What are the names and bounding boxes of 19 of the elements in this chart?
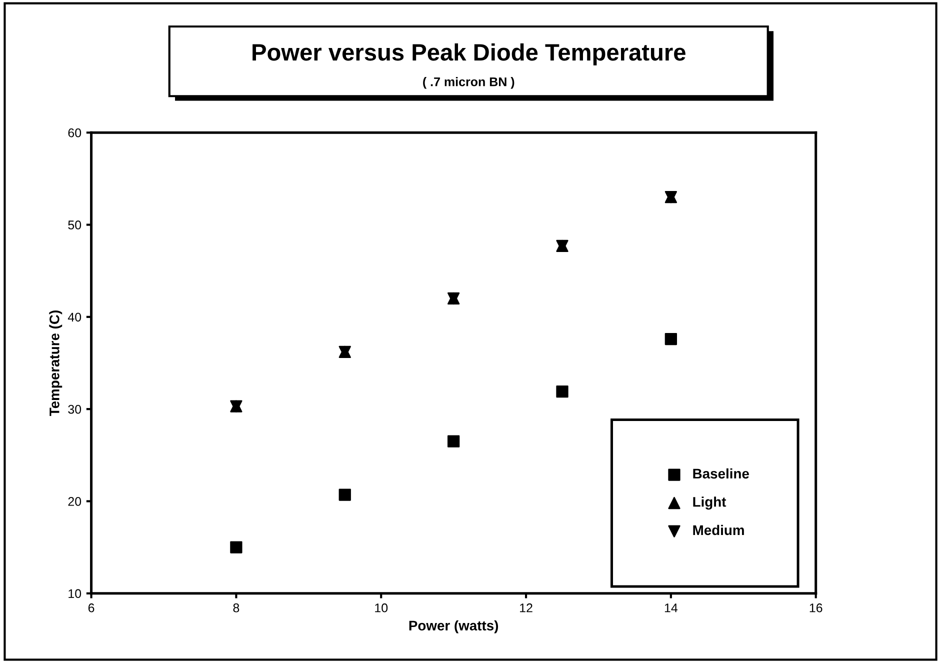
x-tick-label: 6 <box>88 603 94 612</box>
y-tick-label: 60 <box>68 128 82 138</box>
y-tick-label: 50 <box>68 220 82 230</box>
y-tick-label: 30 <box>68 404 82 414</box>
x-axis-title: Power (watts) <box>409 620 498 634</box>
y-axis-title: Temperature (C) <box>49 310 62 416</box>
x-tick-label: 14 <box>664 604 678 612</box>
x-tick-label: 8 <box>233 603 240 612</box>
chart-subtitle: ( .7 micron BN ) <box>423 77 514 89</box>
x-tick-label: 12 <box>520 603 532 612</box>
legend-label: Medium <box>693 524 744 536</box>
legend-label: Light <box>693 496 726 510</box>
chart-title: Power versus Peak Diode Temperature <box>252 43 686 66</box>
legend-label: Baseline <box>693 468 749 479</box>
y-tick-label: 20 <box>68 497 82 506</box>
x-tick-label: 16 <box>810 603 822 612</box>
y-tick-label: 40 <box>68 312 82 322</box>
y-tick-label: 10 <box>68 589 82 598</box>
x-tick-label: 10 <box>375 603 388 612</box>
